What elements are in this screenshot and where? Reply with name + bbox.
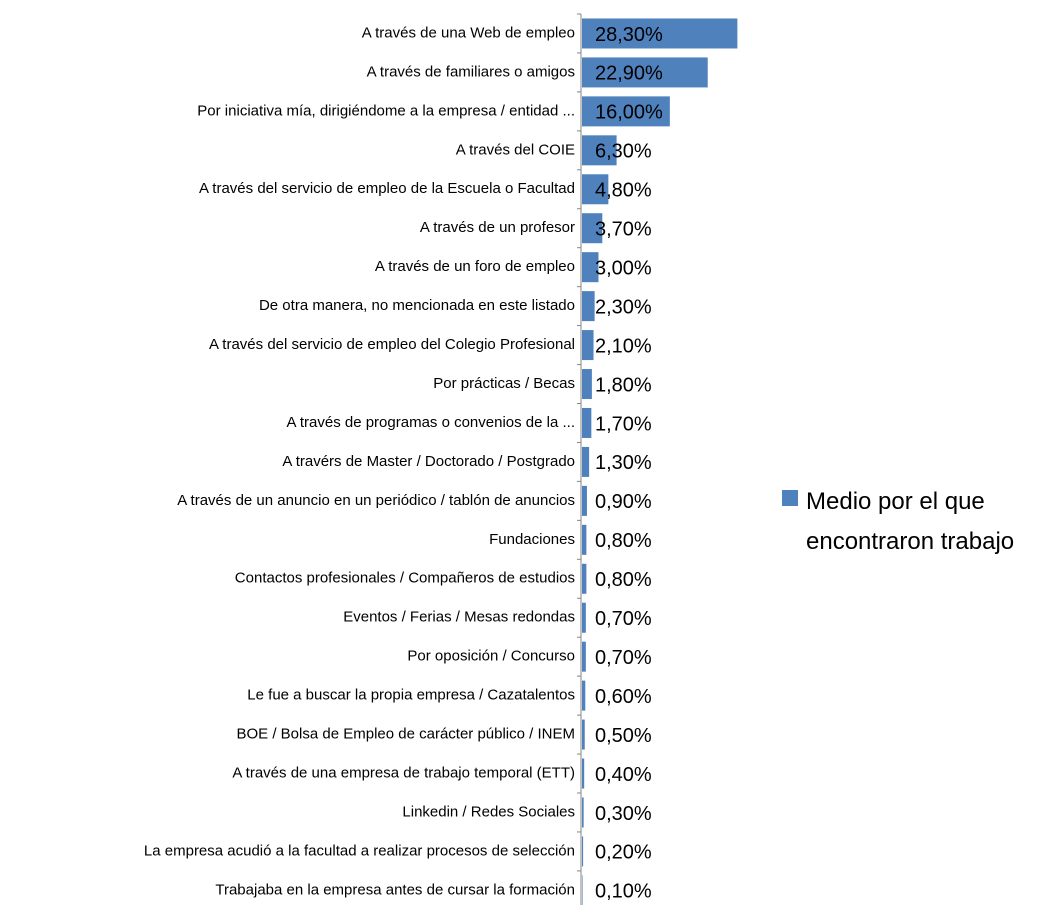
y-tick-label: De otra manera, no mencionada en este li… (259, 297, 575, 314)
bar (582, 875, 583, 905)
y-tick-label: A través del servicio de empleo de la Es… (199, 180, 575, 197)
y-tick-label: A través de un anuncio en un periódico /… (177, 492, 575, 509)
data-label: 0,70% (595, 608, 652, 630)
data-label: 1,30% (595, 452, 652, 474)
data-label: 22,90% (595, 63, 663, 85)
bar (582, 680, 586, 711)
data-label: 3,00% (595, 257, 652, 279)
data-label: 0,80% (595, 569, 652, 591)
bar (582, 407, 592, 438)
bar (582, 563, 587, 594)
y-tick-label: A través de una empresa de trabajo tempo… (232, 764, 575, 781)
y-tick-label: A través de familiares o amigos (367, 63, 575, 80)
bar (582, 719, 585, 750)
y-tick-label: Le fue a buscar la propia empresa / Caza… (247, 687, 575, 704)
y-tick-label: Eventos / Ferias / Mesas redondas (343, 609, 575, 626)
y-tick-label: Trabajaba en la empresa antes de cursar … (215, 881, 575, 898)
bar (582, 524, 587, 555)
bar (582, 641, 586, 672)
y-tick-label: Fundaciones (489, 531, 575, 548)
data-label: 0,60% (595, 686, 652, 708)
bar (582, 330, 594, 361)
y-tick-label: A través de una Web de empleo (362, 24, 575, 41)
y-tick-label: Por oposición / Concurso (407, 648, 575, 665)
bar (582, 174, 609, 205)
bar (582, 797, 584, 828)
data-label: 1,70% (595, 413, 652, 435)
y-tick-label: Por prácticas / Becas (433, 375, 575, 392)
legend-swatch (782, 490, 798, 506)
data-label: 2,30% (595, 296, 652, 318)
data-label: 0,80% (595, 530, 652, 552)
bar (582, 57, 708, 88)
bar (582, 446, 590, 477)
y-tick-label: A través del servicio de empleo del Cole… (209, 336, 575, 353)
bar (582, 96, 670, 127)
bar (582, 213, 603, 244)
bar (582, 18, 738, 49)
data-label: 0,90% (595, 491, 652, 513)
data-label: 4,80% (595, 180, 652, 202)
y-tick-label: BOE / Bolsa de Empleo de carácter públic… (237, 726, 576, 743)
bar (582, 135, 617, 166)
legend-label: Medio por el que encontraron trabajo (806, 488, 1015, 555)
y-tick-label: A través del COIE (456, 141, 575, 158)
y-tick-label: Contactos profesionales / Compañeros de … (235, 570, 575, 587)
bar (582, 369, 592, 400)
data-label: 0,40% (595, 764, 652, 786)
data-label: 0,50% (595, 725, 652, 747)
bar (582, 758, 585, 789)
y-tick-label: A travérs de Master / Doctorado / Postgr… (282, 453, 575, 470)
y-tick-label: Por iniciativa mía, dirigiéndome a la em… (197, 102, 575, 119)
bar (582, 485, 587, 516)
data-label: 28,30% (595, 24, 663, 46)
y-tick-label: A través de un foro de empleo (375, 258, 575, 275)
data-label: 0,10% (595, 881, 652, 903)
y-tick-label: Linkedin / Redes Sociales (402, 803, 575, 820)
legend: Medio por el que encontraron trabajo (782, 482, 1057, 562)
bar (582, 252, 599, 283)
bar (582, 836, 584, 867)
data-label: 0,30% (595, 803, 652, 825)
data-label: 6,30% (595, 141, 652, 163)
data-label: 3,70% (595, 219, 652, 241)
data-label: 16,00% (595, 102, 663, 124)
data-label: 2,10% (595, 335, 652, 357)
data-label: 1,80% (595, 374, 652, 396)
data-label: 0,20% (595, 842, 652, 864)
y-tick-label: A través de un profesor (420, 219, 575, 236)
bar (582, 291, 595, 322)
data-label: 0,70% (595, 647, 652, 669)
y-tick-label: La empresa acudió a la facultad a realiz… (144, 842, 575, 859)
y-tick-label: A través de programas o convenios de la … (287, 414, 576, 431)
bar (582, 602, 586, 633)
